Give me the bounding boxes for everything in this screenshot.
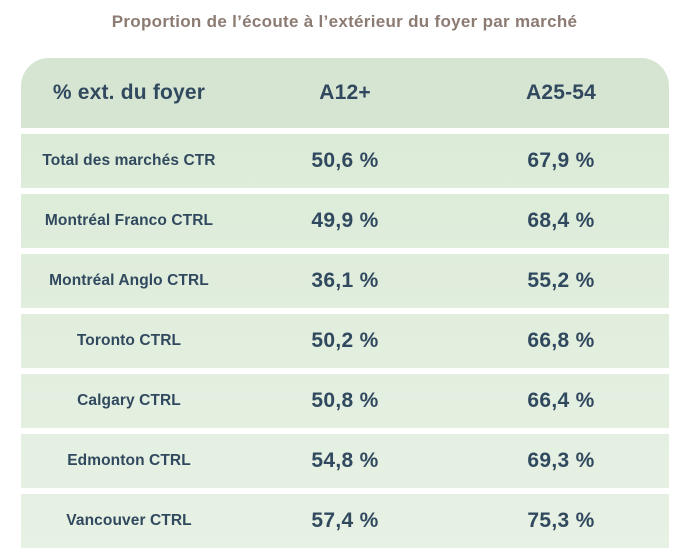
a12plus-value-cell: 36,1 % xyxy=(311,269,379,292)
a12plus-value-cell: 57,4 % xyxy=(311,509,379,532)
table-header-row: % ext. du foyer A12+ A25-54 xyxy=(21,58,669,128)
chart-title: Proportion de l’écoute à l’extérieur du … xyxy=(111,12,578,31)
market-listening-table: % ext. du foyer A12+ A25-54 Total des ma… xyxy=(21,58,669,548)
a25-54-value-cell: 67,9 % xyxy=(527,149,595,172)
column-header-a12plus: A12+ xyxy=(319,81,371,104)
a25-54-value-cell: 69,3 % xyxy=(527,449,595,472)
a25-54-value-cell: 66,8 % xyxy=(527,329,595,352)
a12plus-value-cell: 49,9 % xyxy=(311,209,379,232)
market-name-cell: Toronto CTRL xyxy=(76,332,182,349)
table-row: Calgary CTRL 50,8 % 66,4 % xyxy=(21,368,669,428)
table-row: Montréal Anglo CTRL 36,1 % 55,2 % xyxy=(21,248,669,308)
table-body: Total des marchés CTR 50,6 % 67,9 % Mont… xyxy=(21,128,669,548)
a12plus-value-cell: 50,2 % xyxy=(311,329,379,352)
a12plus-value-cell: 54,8 % xyxy=(311,449,379,472)
market-name-cell: Montréal Anglo CTRL xyxy=(49,272,209,289)
a25-54-value-cell: 68,4 % xyxy=(527,209,595,232)
table-row: Vancouver CTRL 57,4 % 75,3 % xyxy=(21,488,669,548)
market-name-cell: Total des marchés CTR xyxy=(42,152,216,169)
a25-54-value-cell: 66,4 % xyxy=(527,389,595,412)
market-name-cell: Edmonton CTRL xyxy=(67,452,191,469)
column-header-market: % ext. du foyer xyxy=(52,81,206,104)
a25-54-value-cell: 75,3 % xyxy=(527,509,595,532)
table-row: Edmonton CTRL 54,8 % 69,3 % xyxy=(21,428,669,488)
table-row: Total des marchés CTR 50,6 % 67,9 % xyxy=(21,128,669,188)
table-row: Toronto CTRL 50,2 % 66,8 % xyxy=(21,308,669,368)
market-name-cell: Montréal Franco CTRL xyxy=(44,212,214,229)
table-row: Montréal Franco CTRL 49,9 % 68,4 % xyxy=(21,188,669,248)
column-header-a25-54: A25-54 xyxy=(525,81,597,104)
a12plus-value-cell: 50,8 % xyxy=(311,389,379,412)
market-name-cell: Calgary CTRL xyxy=(77,392,181,409)
a12plus-value-cell: 50,6 % xyxy=(311,149,379,172)
market-name-cell: Vancouver CTRL xyxy=(66,512,192,529)
a25-54-value-cell: 55,2 % xyxy=(527,269,595,292)
